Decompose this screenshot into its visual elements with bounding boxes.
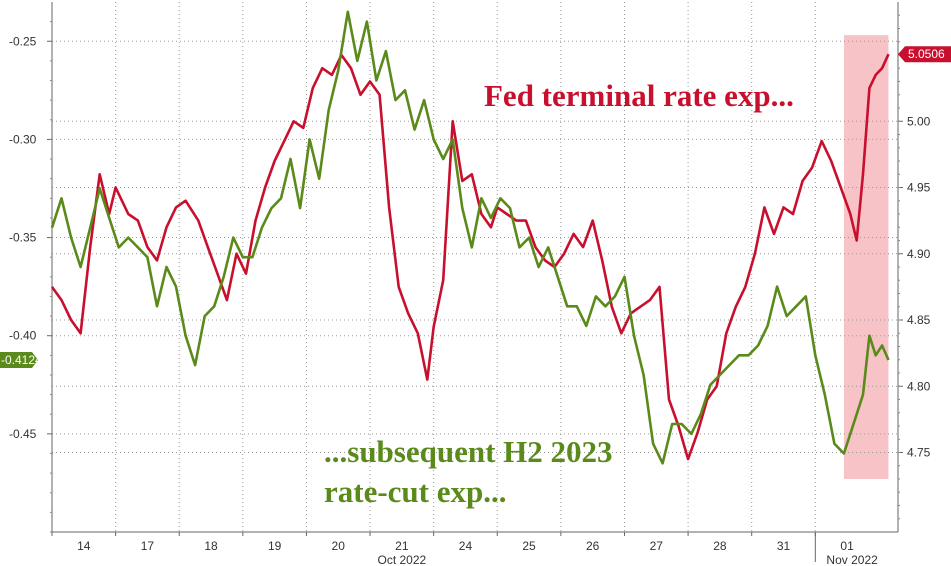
right-tick-label: 4.75	[907, 446, 931, 460]
x-month-label: Nov 2022	[826, 553, 878, 566]
x-tick-label: 20	[332, 539, 346, 553]
x-tick-label: 21	[395, 539, 409, 553]
right-axis: 5.00 4.95 4.90 4.85 4.80 4.75	[897, 2, 931, 532]
value-badges: 5.0506 -0.4124	[0, 46, 951, 369]
right-tick-label: 4.90	[907, 247, 931, 261]
x-tick-label: 19	[268, 539, 282, 553]
annotation-fed-terminal: Fed terminal rate exp...	[484, 78, 794, 113]
left-tick-label: -0.40	[9, 329, 37, 343]
x-tick-label: 25	[522, 539, 536, 553]
x-tick-label: 27	[650, 539, 664, 553]
x-tick-label: 26	[586, 539, 600, 553]
left-tick-label: -0.25	[9, 34, 37, 48]
right-tick-label: 4.95	[907, 181, 931, 195]
x-tick-label: 31	[777, 539, 791, 553]
x-tick-label: 28	[713, 539, 727, 553]
annotation-rate-cut-line1: ...subsequent H2 2023	[324, 434, 613, 469]
right-tick-label: 4.80	[907, 379, 931, 393]
x-axis: 14 17 18 19 20 21 24 25 26 27 28 31 01 Oct 2022 Nov 20…	[51, 531, 898, 566]
value-badge-label-right: 5.0506	[908, 47, 945, 61]
x-tick-label: 01	[840, 539, 854, 553]
series-layer	[50, 10, 890, 465]
left-axis: -0.25 -0.30 -0.35 -0.40 -0.45	[9, 2, 53, 533]
x-tick-label: 14	[77, 539, 91, 553]
left-tick-label: -0.30	[9, 132, 37, 146]
x-month-label: Oct 2022	[377, 553, 426, 566]
right-tick-label: 5.00	[907, 114, 931, 128]
left-tick-label: -0.45	[9, 427, 37, 441]
x-tick-label: 24	[459, 539, 473, 553]
x-tick-label: 18	[204, 539, 218, 553]
highlight-band	[843, 35, 889, 479]
value-badge-left	[0, 352, 38, 369]
value-badge-label-left: -0.4124	[1, 353, 42, 367]
left-tick-label: -0.35	[9, 231, 37, 245]
x-tick-label: 17	[141, 539, 155, 553]
value-badge-right	[898, 46, 951, 63]
annotation-rate-cut-line2: rate-cut exp...	[324, 474, 507, 509]
right-tick-label: 4.85	[907, 313, 931, 327]
